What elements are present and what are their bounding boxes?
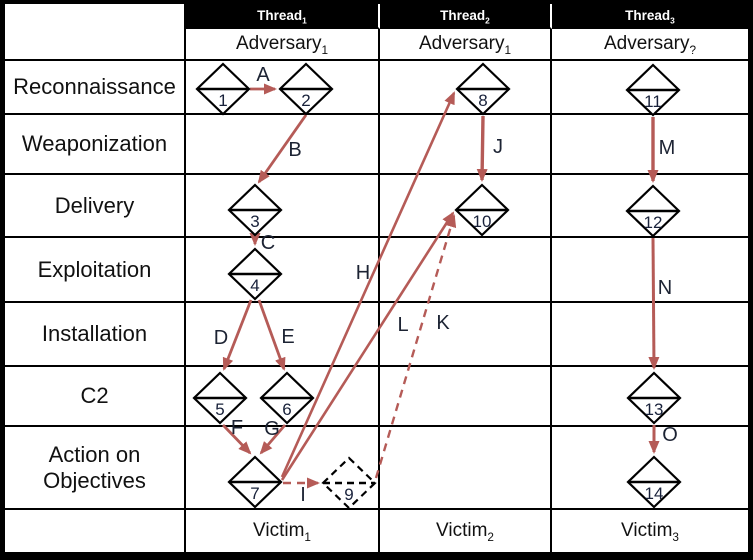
grid-cell [186,303,380,367]
grid-cell [552,367,748,427]
victim2-subscript: 2 [487,530,494,544]
adversary2-subscript: 1 [504,43,512,57]
grid-cell [380,61,552,115]
thread2-adversary: Adversary1 [380,29,552,61]
victim1-label: Victim [253,520,305,541]
grid-cell [552,115,748,175]
grid-cell [380,303,552,367]
thread1-victim: Victim1 [186,510,380,552]
grid-cell [186,61,380,115]
grid-cell [380,238,552,303]
grid-cell [380,427,552,510]
stage-installation: Installation [5,303,186,367]
thread3-adversary: Adversary? [552,29,748,61]
thread3-label: Thread [625,8,671,23]
grid-cell [380,115,552,175]
grid-cell [186,175,380,238]
grid-cell [552,238,748,303]
adversary1-label: Adversary [235,33,322,54]
grid-cell [552,175,748,238]
stage-action-on-objectives: Action on Objectives [5,427,186,510]
grid-cell [552,303,748,367]
grid-cell [552,427,748,510]
thread3-victim: Victim3 [552,510,748,552]
stage-weaponization: Weaponization [5,115,186,175]
adversary3-label: Adversary [603,33,690,54]
grid-cell [380,367,552,427]
stage-c2: C2 [5,367,186,427]
stage-reconnaissance: Reconnaissance [5,61,186,115]
thread2-subscript: 2 [485,15,490,26]
grid-cell [186,427,380,510]
stage-delivery: Delivery [5,175,186,238]
thread1-adversary: Adversary1 [186,29,380,61]
thread2-header: Thread2 [380,4,552,29]
thread1-label: Thread [257,8,303,23]
grid-cell [552,61,748,115]
grid-cell [186,367,380,427]
thread1-header: Thread1 [186,4,380,29]
thread2-label: Thread [440,8,486,23]
thread3-header: Thread3 [552,4,748,29]
corner-cell [5,4,186,61]
adversary1-subscript: 1 [321,43,329,57]
grid-cell [5,510,186,552]
thread2-victim: Victim2 [380,510,552,552]
stage-exploitation: Exploitation [5,238,186,303]
adversary2-label: Adversary [418,33,505,54]
thread1-subscript: 1 [302,15,307,26]
thread3-subscript: 3 [670,15,675,26]
grid-cell [186,238,380,303]
victim2-label: Victim [436,520,488,541]
grid-cell [380,175,552,238]
victim1-subscript: 1 [304,530,311,544]
victim3-subscript: 3 [672,530,679,544]
campaign-table: Thread1 Thread2 Thread3 Adversary1 Adver… [5,4,748,552]
victim3-label: Victim [621,520,673,541]
adversary3-subscript: ? [689,43,697,57]
grid-cell [186,115,380,175]
